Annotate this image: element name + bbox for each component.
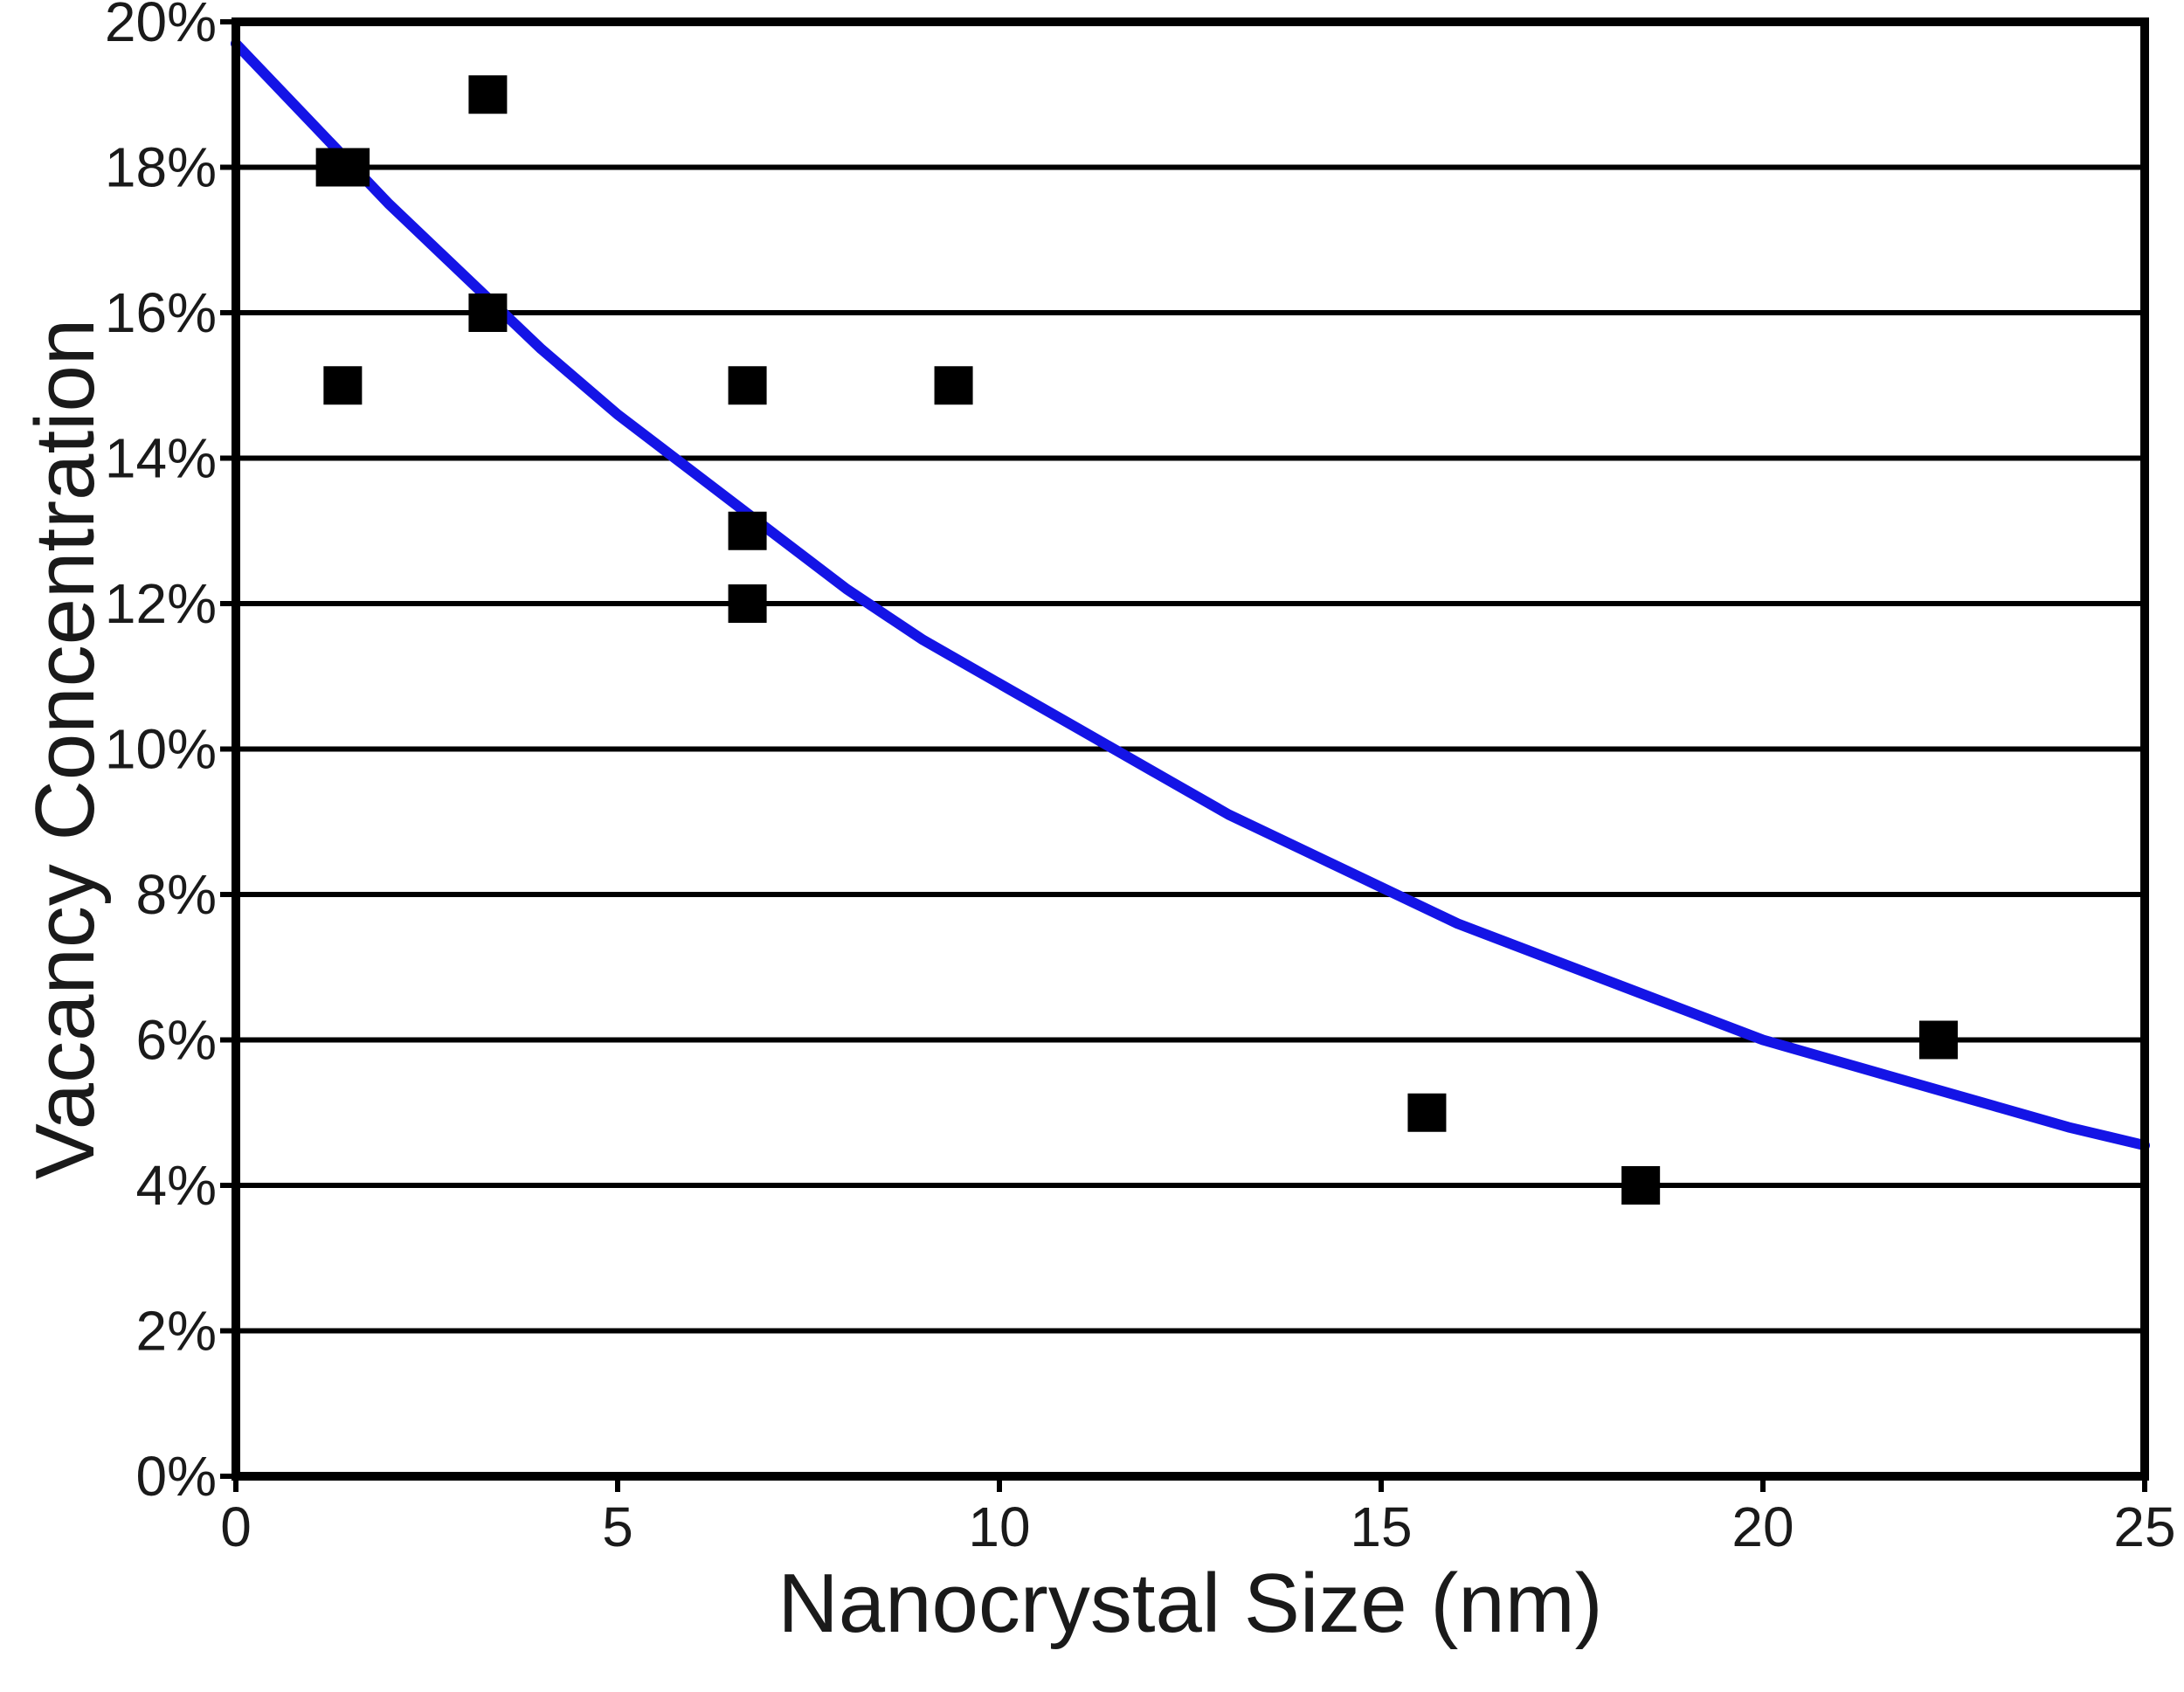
data-point xyxy=(728,366,767,405)
axes: 0% 2% 4% 6% 8% 10% 12% 14% 16% 18% 20% 0 5 10 15 20 25 xyxy=(105,0,2176,1558)
gridlines xyxy=(236,164,2145,1334)
y-axis-title: Vacancy Concentration xyxy=(18,319,112,1179)
y-tick-label: 20% xyxy=(105,0,217,53)
data-point xyxy=(323,366,363,405)
y-tick-label: 8% xyxy=(136,863,218,926)
data-points xyxy=(315,75,1959,1205)
x-tick-label: 10 xyxy=(968,1495,1030,1558)
data-point xyxy=(728,584,767,623)
y-tick-label: 0% xyxy=(136,1445,218,1508)
data-point xyxy=(1919,1020,1959,1060)
data-point xyxy=(728,511,767,550)
data-point xyxy=(468,294,508,332)
y-tick-label: 6% xyxy=(136,1009,218,1072)
x-tick-label: 5 xyxy=(602,1495,633,1558)
fit-curve xyxy=(231,38,2150,1151)
data-point xyxy=(1407,1093,1447,1132)
y-tick-label: 16% xyxy=(105,281,217,344)
y-tick-label: 14% xyxy=(105,427,217,490)
x-tick-label: 25 xyxy=(2113,1495,2175,1558)
y-tick-label: 4% xyxy=(136,1154,218,1217)
data-point xyxy=(468,75,508,114)
x-tick-label: 20 xyxy=(1731,1495,1794,1558)
data-point xyxy=(934,366,973,405)
x-tick-label: 15 xyxy=(1350,1495,1412,1558)
y-tick-label: 2% xyxy=(136,1300,218,1363)
data-point xyxy=(1621,1166,1661,1205)
y-tick-label: 10% xyxy=(105,718,217,781)
y-tick-label: 18% xyxy=(105,136,217,199)
y-tick-label: 12% xyxy=(105,572,217,635)
x-tick-label: 0 xyxy=(220,1495,252,1558)
x-axis-title: Nanocrystal Size (nm) xyxy=(778,1557,1602,1650)
data-point xyxy=(331,148,370,187)
fit-curve-layer xyxy=(231,38,2150,1151)
